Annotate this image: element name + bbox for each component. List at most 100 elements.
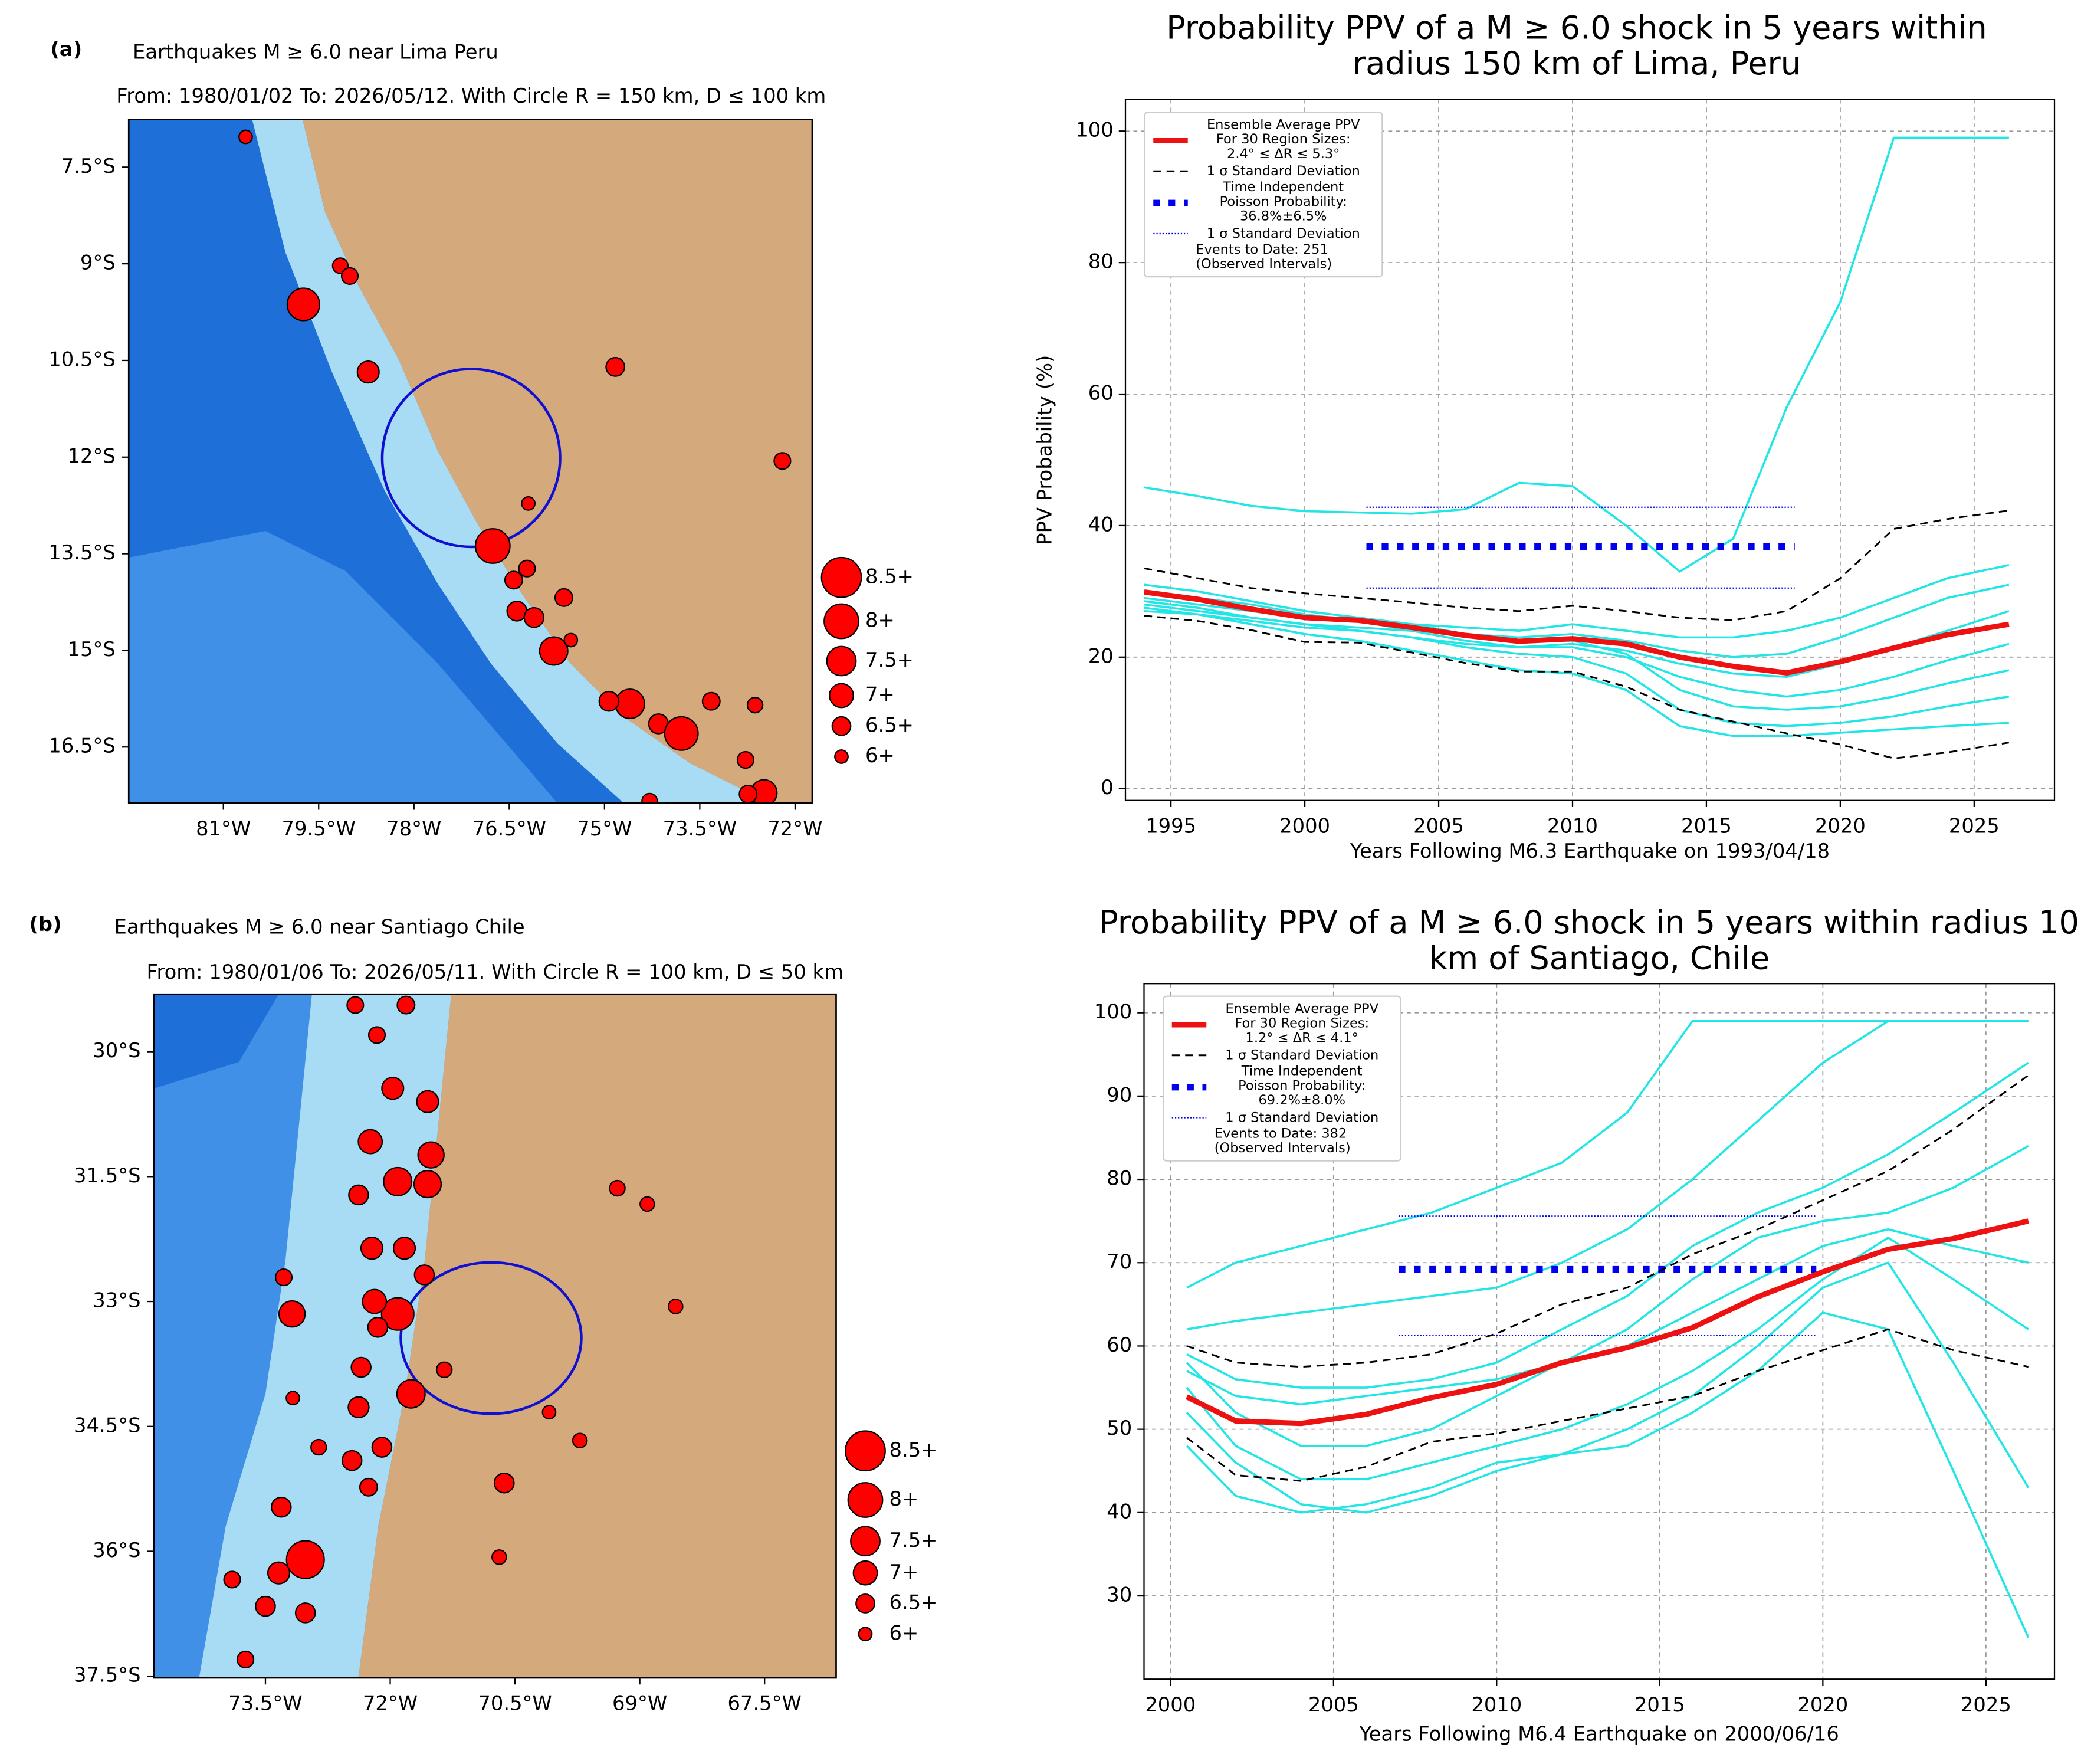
x-tick-label: 2025 — [1961, 1693, 2011, 1716]
legend-swatch — [1153, 170, 1188, 172]
legend-swatch — [1171, 1021, 1207, 1027]
legend: Ensemble Average PPV For 30 Region Sizes… — [1144, 112, 1383, 278]
series-line — [1144, 606, 2009, 737]
series-line — [1144, 615, 2010, 759]
legend-label: Ensemble Average PPV For 30 Region Sizes… — [1206, 118, 1360, 162]
x-tick-label: 72°W — [363, 1692, 418, 1715]
x-tick-label: 73.5°W — [228, 1692, 302, 1715]
legend-entry: Ensemble Average PPV For 30 Region Sizes… — [1151, 118, 1377, 162]
map-subtitle: From: 1980/01/02 To: 2026/05/12. With Ci… — [116, 84, 826, 107]
y-tick-label: 36°S — [93, 1539, 140, 1562]
earthquake — [357, 1129, 383, 1155]
earthquake — [523, 606, 545, 628]
coastal-shelf — [252, 119, 770, 804]
x-tick-label: 2005 — [1308, 1693, 1359, 1716]
x-tick-label: 2025 — [1949, 814, 2000, 837]
legend-label: 1 σ Standard Deviation — [1206, 163, 1360, 179]
size-legend-label: 7+ — [889, 1560, 919, 1583]
earthquake — [563, 632, 579, 648]
legend-swatch — [1153, 232, 1188, 235]
earthquake — [362, 1288, 388, 1314]
y-tick-label: 16.5°S — [48, 735, 115, 758]
x-tick-label: 76.5°W — [472, 817, 546, 840]
series-line — [1144, 509, 2010, 621]
earthquake — [380, 1297, 415, 1331]
earthquake — [392, 1237, 416, 1260]
map-background — [154, 994, 836, 1678]
coastal-shelf — [199, 994, 451, 1678]
earthquake — [491, 1549, 507, 1565]
earthquake — [310, 1438, 327, 1456]
y-tick-label: 31.5°S — [74, 1164, 140, 1187]
size-legend-marker — [847, 1482, 884, 1518]
earthquake — [554, 588, 573, 607]
earthquake — [341, 1450, 363, 1471]
y-tick-label: 80 — [1088, 250, 1114, 273]
x-tick-label: 69°W — [612, 1692, 667, 1715]
plot-frame — [1143, 983, 2056, 1680]
size-legend-label: 8.5+ — [865, 565, 914, 588]
y-tick-label: 60 — [1107, 1333, 1132, 1356]
x-tick-label: 2000 — [1279, 814, 1330, 837]
earthquake — [348, 1184, 369, 1206]
earthquake — [413, 1169, 442, 1199]
size-legend-marker — [823, 603, 859, 640]
y-tick-label: 40 — [1107, 1500, 1132, 1523]
series-line — [1186, 1261, 2030, 1514]
legend-entry: 1 σ Standard Deviation — [1169, 1047, 1395, 1063]
earthquake — [350, 1356, 372, 1378]
earthquake — [367, 1026, 386, 1044]
x-tick-label: 67.5°W — [728, 1692, 802, 1715]
y-tick-label: 7.5°S — [61, 155, 116, 178]
events — [238, 129, 792, 804]
x-tick-label: 2015 — [1634, 1693, 1685, 1716]
y-tick-label: 10.5°S — [48, 347, 115, 370]
earthquake — [664, 716, 699, 751]
earthquake — [346, 996, 365, 1014]
x-tick-label: 81°W — [196, 817, 251, 840]
earthquake — [572, 1432, 588, 1449]
x-tick-label: 2000 — [1145, 1693, 1196, 1716]
earthquake — [413, 1264, 435, 1286]
legend-label: Ensemble Average PPV For 30 Region Sizes… — [1225, 1002, 1379, 1046]
earthquake — [347, 1396, 370, 1418]
legend-note: Events to Date: 382 (Observed Intervals) — [1214, 1127, 1351, 1156]
y-tick-label: 0 — [1101, 776, 1113, 799]
land — [303, 119, 812, 804]
size-legend-label: 8.5+ — [889, 1438, 938, 1461]
earthquake — [641, 792, 658, 804]
earthquake — [493, 1472, 515, 1494]
x-tick-label: 73.5°W — [663, 817, 737, 840]
legend-label: 1 σ Standard Deviation — [1206, 226, 1360, 241]
map-title: Earthquakes M ≥ 6.0 near Lima Peru — [133, 41, 498, 64]
x-tick-label: 2020 — [1797, 1693, 1848, 1716]
y-tick-label: 13.5°S — [48, 541, 115, 564]
size-legend-marker — [834, 749, 849, 764]
series-line — [1186, 1061, 2029, 1389]
earthquake — [396, 1379, 426, 1409]
x-tick-label: 1995 — [1145, 814, 1196, 837]
size-legend-label: 6.5+ — [889, 1591, 938, 1614]
size-legend-marker — [850, 1526, 881, 1557]
earthquake — [278, 1300, 306, 1328]
earthquake — [738, 784, 758, 804]
size-legend-label: 7+ — [865, 683, 895, 706]
y-tick-label: 70 — [1107, 1250, 1132, 1273]
earthquake — [668, 1299, 684, 1314]
earthquake — [271, 1496, 292, 1518]
x-tick-label: 72°W — [767, 817, 822, 840]
earthquake — [701, 691, 721, 711]
y-axis-label: PPV Probability (%) — [1033, 355, 1056, 545]
size-legend-label: 7.5+ — [889, 1529, 938, 1552]
map-background — [129, 119, 812, 804]
y-tick-label: 80 — [1107, 1167, 1132, 1190]
legend-swatch — [1171, 1083, 1207, 1090]
legend-label: Time Independent Poisson Probability: 36… — [1219, 181, 1347, 225]
earthquake — [238, 129, 253, 145]
size-legend-label: 8+ — [889, 1487, 919, 1510]
earthquake — [736, 751, 754, 769]
y-tick-label: 100 — [1094, 1000, 1132, 1023]
earthquake — [609, 1179, 626, 1197]
earthquake — [396, 995, 416, 1015]
